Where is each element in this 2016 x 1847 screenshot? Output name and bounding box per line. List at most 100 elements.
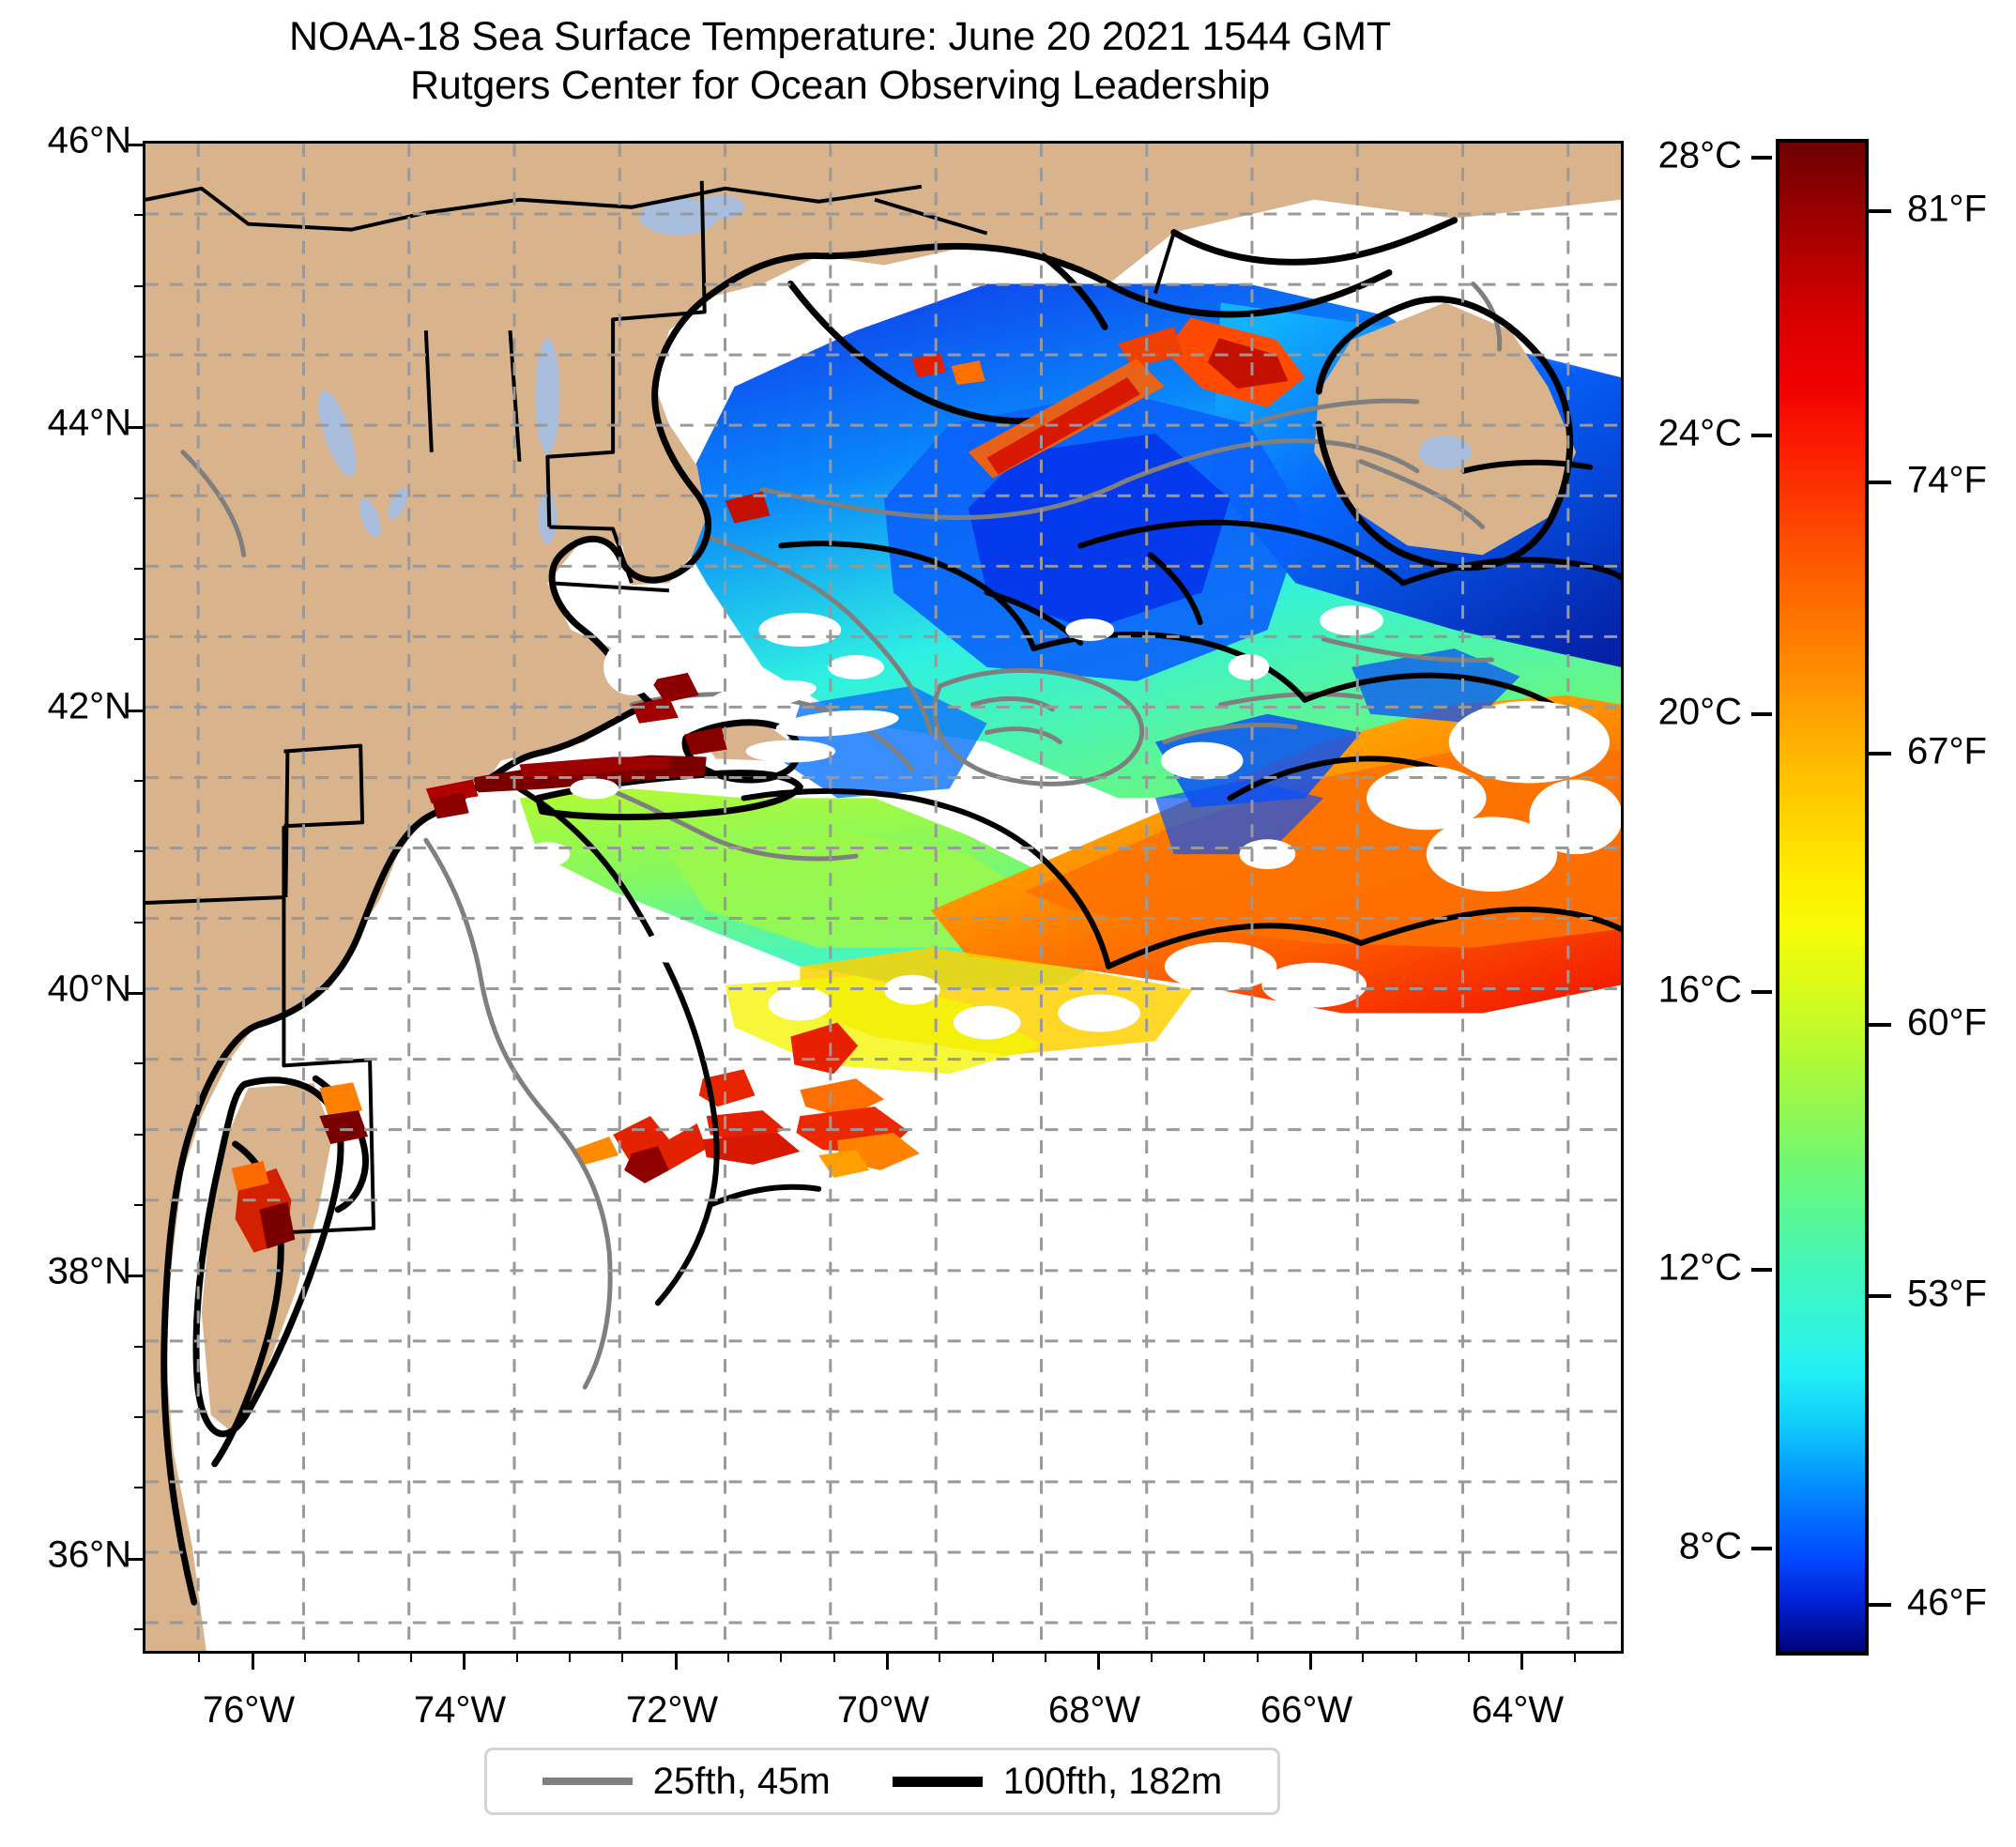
legend-line-100fth <box>892 1776 983 1787</box>
land-nova-scotia <box>1314 302 1577 556</box>
legend-entry-25fth[interactable]: 25fth, 45m <box>542 1761 831 1803</box>
colorbar-tick-24C <box>1751 434 1772 437</box>
colorbar-tick-16C <box>1751 990 1772 994</box>
ytick-major-38 <box>127 1275 145 1278</box>
isobath-legend[interactable]: 25fth, 45m 100fth, 182m <box>484 1748 1280 1815</box>
title-line-2: Rutgers Center for Ocean Observing Leade… <box>410 62 1270 108</box>
ytick-minor <box>134 568 145 570</box>
colorbar-tick-74F <box>1869 481 1891 484</box>
colorbar-label-12C: 12°C <box>1657 1246 1742 1289</box>
colorbar-tick-46F <box>1869 1603 1891 1607</box>
xtick-label-70W: 70°W <box>836 1689 930 1731</box>
xtick-minor <box>409 1651 412 1662</box>
xtick-major-72W <box>674 1651 678 1670</box>
sst-cold-intrusion-2 <box>1154 779 1324 855</box>
ytick-minor <box>134 284 145 287</box>
legend-entry-100fth[interactable]: 100fth, 182m <box>892 1760 1223 1803</box>
ytick-minor <box>134 1133 145 1136</box>
colorbar-label-67F: 67°F <box>1907 730 1987 772</box>
xtick-label-74W: 74°W <box>413 1689 507 1731</box>
sst-map-canvas <box>145 144 1621 1651</box>
xtick-minor <box>1045 1651 1047 1662</box>
colorbar-label-46F: 46°F <box>1907 1581 1987 1624</box>
ytick-minor <box>134 1487 145 1489</box>
legend-line-25fth <box>542 1778 633 1785</box>
ytick-major-44 <box>127 426 145 430</box>
colorbar-label-20C: 20°C <box>1657 691 1742 733</box>
colorbar-label-53F: 53°F <box>1907 1273 1987 1315</box>
figure-title: NOAA-18 Sea Surface Temperature: June 20… <box>0 13 1680 110</box>
colorbar-tick-81F <box>1869 209 1891 213</box>
xtick-major-66W <box>1308 1651 1312 1670</box>
sst-coastal-hotspots <box>231 317 1306 1253</box>
colorbar-label-60F: 60°F <box>1907 1001 1987 1044</box>
xtick-major-74W <box>463 1651 466 1670</box>
colorbar-gradient[interactable] <box>1776 139 1869 1656</box>
ytick-minor <box>134 1345 145 1348</box>
colorbar-tick-8C <box>1751 1547 1772 1550</box>
xtick-major-70W <box>886 1651 889 1670</box>
xtick-minor <box>1203 1651 1206 1662</box>
ytick-major-42 <box>127 709 145 712</box>
xtick-minor <box>1362 1651 1365 1662</box>
ytick-major-36 <box>127 1557 145 1561</box>
xtick-minor <box>1256 1651 1259 1662</box>
ytick-major-40 <box>127 991 145 995</box>
colorbar-label-24C: 24°C <box>1657 412 1742 454</box>
colorbar-label-28C: 28°C <box>1657 134 1742 176</box>
xtick-minor <box>991 1651 994 1662</box>
xtick-major-68W <box>1097 1651 1101 1670</box>
ytick-minor <box>134 356 145 358</box>
ytick-minor <box>134 1415 145 1418</box>
ytick-label-44N: 44°N <box>47 402 131 444</box>
ytick-label-38N: 38°N <box>47 1250 131 1292</box>
xtick-minor <box>515 1651 518 1662</box>
xtick-label-66W: 66°W <box>1260 1689 1353 1731</box>
xtick-minor <box>726 1651 729 1662</box>
colorbar-tick-28C <box>1751 156 1772 160</box>
colorbar-label-8C: 8°C <box>1678 1525 1742 1567</box>
xtick-major-76W <box>251 1651 254 1670</box>
xtick-minor <box>621 1651 624 1662</box>
xtick-minor <box>1573 1651 1576 1662</box>
sst-gom-coldest <box>968 433 1230 631</box>
legend-label-100fth: 100fth, 182m <box>1002 1760 1223 1802</box>
xtick-minor <box>832 1651 835 1662</box>
ytick-minor <box>134 780 145 782</box>
xtick-label-76W: 76°W <box>202 1689 296 1731</box>
ytick-minor <box>134 1062 145 1065</box>
ytick-label-42N: 42°N <box>47 685 131 727</box>
ytick-minor <box>134 921 145 924</box>
title-line-1: NOAA-18 Sea Surface Temperature: June 20… <box>289 14 1391 59</box>
ytick-label-46N: 46°N <box>47 119 131 161</box>
ytick-minor <box>134 496 145 499</box>
ytick-label-36N: 36°N <box>47 1534 131 1576</box>
xtick-major-64W <box>1520 1651 1524 1670</box>
map-axes[interactable] <box>127 141 1624 1670</box>
sst-gulf-stream-patches <box>575 1022 920 1183</box>
xtick-minor <box>1467 1651 1470 1662</box>
xtick-minor <box>568 1651 571 1662</box>
colorbar-tick-53F <box>1869 1294 1891 1298</box>
xtick-label-68W: 68°W <box>1047 1689 1141 1731</box>
ytick-label-40N: 40°N <box>47 968 131 1010</box>
xtick-minor <box>1414 1651 1417 1662</box>
xtick-minor <box>780 1651 783 1662</box>
xtick-minor <box>304 1651 307 1662</box>
colorbar[interactable] <box>1751 139 1891 1656</box>
colorbar-label-81F: 81°F <box>1907 188 1987 230</box>
ytick-minor <box>134 850 145 853</box>
xtick-label-72W: 72°W <box>625 1689 719 1731</box>
map-gridlines <box>145 144 1621 1651</box>
ytick-minor <box>134 1203 145 1206</box>
xtick-minor <box>357 1651 359 1662</box>
colorbar-label-16C: 16°C <box>1657 969 1742 1011</box>
xtick-minor <box>198 1651 201 1662</box>
cloud-gaps <box>457 605 1621 1040</box>
xtick-minor <box>939 1651 941 1662</box>
colorbar-label-74F: 74°F <box>1907 459 1987 501</box>
ytick-minor <box>134 214 145 217</box>
colorbar-tick-67F <box>1869 752 1891 756</box>
ytick-major-46 <box>127 144 145 146</box>
ytick-minor <box>134 638 145 641</box>
